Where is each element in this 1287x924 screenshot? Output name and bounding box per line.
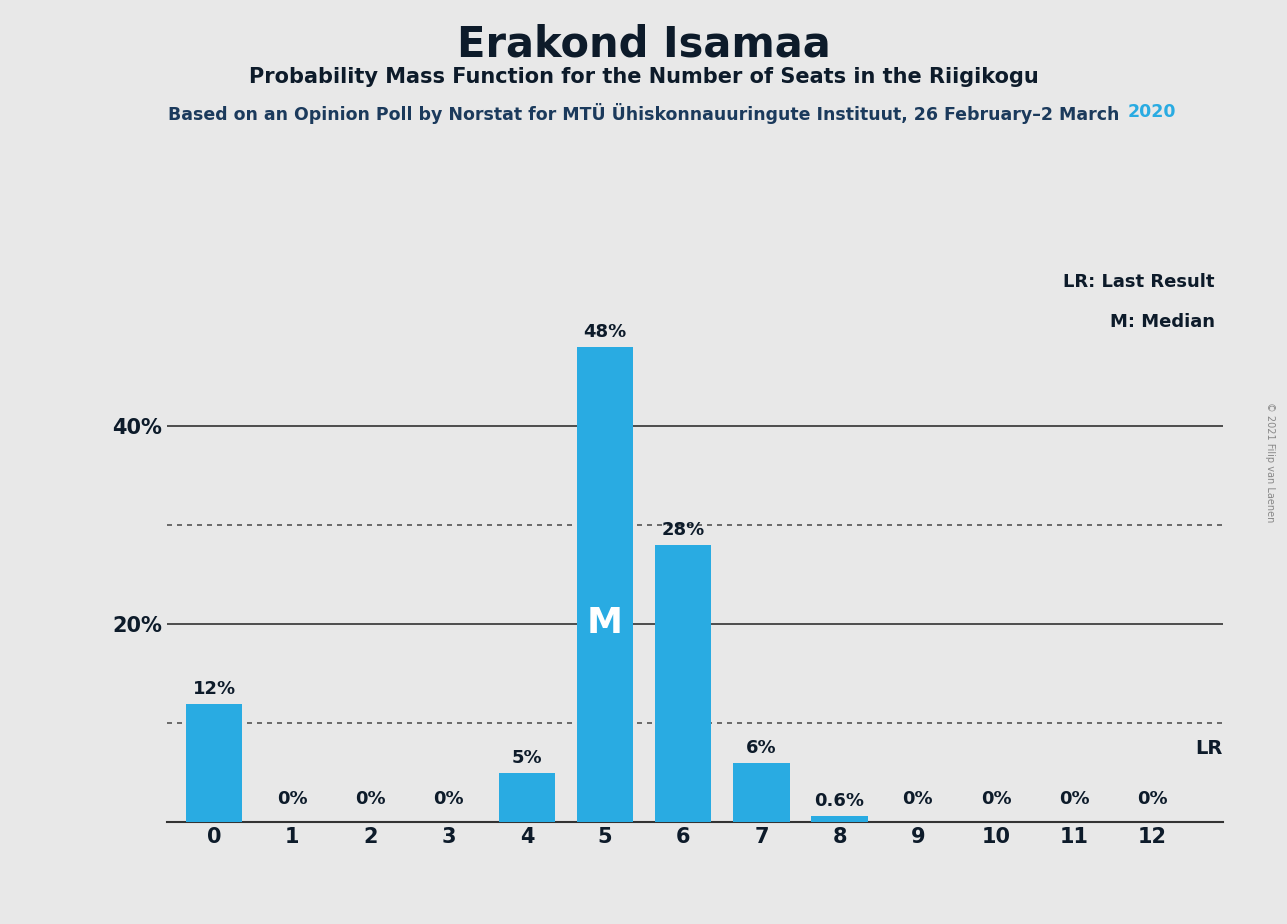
Bar	[187, 703, 242, 822]
Text: © 2021 Filip van Laenen: © 2021 Filip van Laenen	[1265, 402, 1275, 522]
Text: 0%: 0%	[1059, 789, 1089, 808]
Text: 0%: 0%	[277, 789, 308, 808]
Text: LR: Last Result: LR: Last Result	[1063, 273, 1215, 291]
Text: Probability Mass Function for the Number of Seats in the Riigikogu: Probability Mass Function for the Number…	[248, 67, 1039, 87]
Text: 6%: 6%	[746, 739, 777, 757]
Text: 0.6%: 0.6%	[815, 793, 865, 810]
Text: 48%: 48%	[583, 323, 627, 341]
Text: 0%: 0%	[981, 789, 1012, 808]
Text: 0%: 0%	[902, 789, 933, 808]
Bar	[577, 347, 633, 822]
Text: M: M	[587, 606, 623, 639]
Text: Erakond Isamaa: Erakond Isamaa	[457, 23, 830, 65]
Text: Based on an Opinion Poll by Norstat for MTÜ Ühiskonnauuringute Instituut, 26 Feb: Based on an Opinion Poll by Norstat for …	[167, 103, 1120, 125]
Text: 12%: 12%	[193, 680, 236, 698]
Text: 2020: 2020	[1127, 103, 1176, 121]
Text: 0%: 0%	[355, 789, 386, 808]
Text: 5%: 5%	[512, 749, 542, 767]
Text: LR: LR	[1194, 738, 1223, 758]
Bar	[734, 763, 789, 822]
Bar	[499, 772, 555, 822]
Text: 0%: 0%	[434, 789, 465, 808]
Bar	[655, 545, 712, 822]
Bar	[812, 817, 867, 822]
Text: M: Median: M: Median	[1109, 312, 1215, 331]
Text: 0%: 0%	[1136, 789, 1167, 808]
Text: 28%: 28%	[662, 521, 705, 540]
